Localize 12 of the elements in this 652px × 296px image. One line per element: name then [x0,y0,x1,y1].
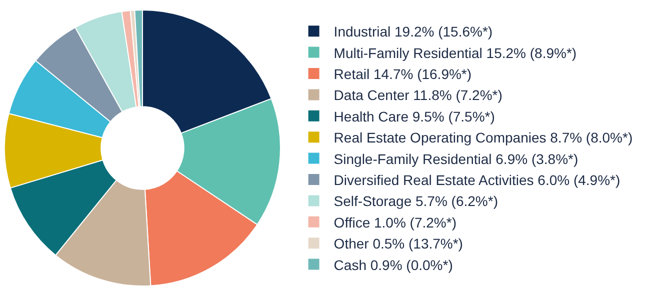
legend-label: Single-Family Residential 6.9% (3.8%*) [334,150,578,167]
legend-label: Real Estate Operating Companies 8.7% (8.0%*) [334,130,633,146]
legend-label: Other 0.5% (13.7%*) [334,236,463,252]
legend-label: Office 1.0% (7.2%*) [334,214,456,230]
legend-label: Self-Storage 5.7% (6.2%*) [334,193,498,210]
legend-label: Health Care 9.5% (7.5%*) [334,108,495,124]
legend-label: Cash 0.9% (0.0%*) [334,256,453,273]
legend-label: Data Center 11.8% (7.2%*) [334,87,502,104]
legend-label: Multi-Family Residential 15.2% (8.9%*) [334,44,577,61]
legend-label: Industrial 19.2% (15.6%*) [334,24,493,40]
legend-label: Diversified Real Estate Activities 6.0% (4.9%*) [334,172,620,188]
legend-label: Retail 14.7% (16.9%*) [334,66,472,82]
